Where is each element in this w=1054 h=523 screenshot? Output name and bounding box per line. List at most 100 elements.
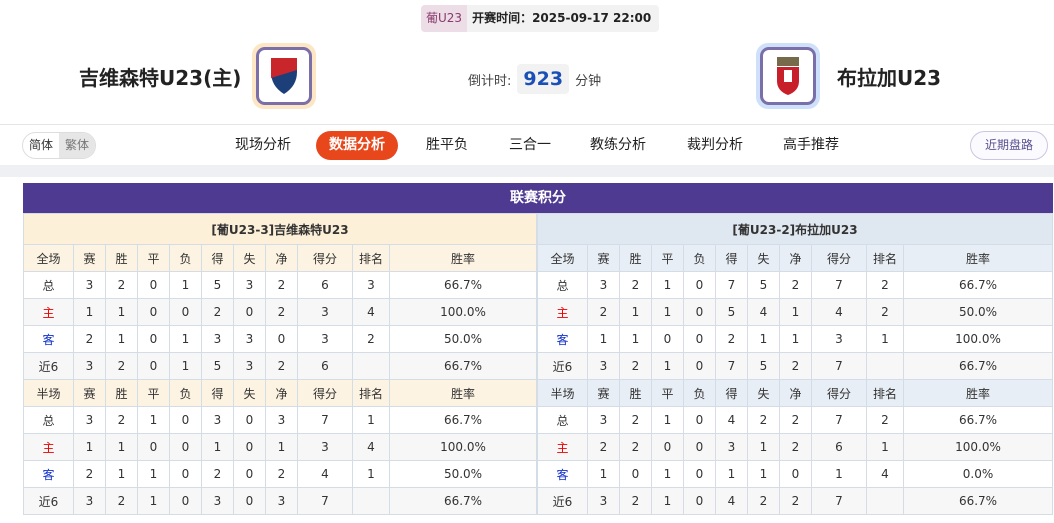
stat-cell: 1 xyxy=(866,433,904,461)
stat-cell: 1 xyxy=(265,433,298,461)
stat-cell: 0 xyxy=(683,460,716,488)
recent-odds-button[interactable]: 近期盘路 xyxy=(970,131,1049,160)
stat-cell: 0 xyxy=(169,433,202,461)
stat-cell: 1 xyxy=(651,298,684,326)
stat-cell: 6 xyxy=(297,271,353,299)
stat-cell: 3 xyxy=(265,487,298,515)
stat-cell: 4 xyxy=(297,460,353,488)
stat-cell: 1 xyxy=(866,325,904,353)
tab-three-in-one[interactable]: 三合一 xyxy=(509,137,551,153)
stat-cell: 0 xyxy=(137,352,170,380)
table-row: 总 3 2 0 1 5 3 2 6 3 66.7% xyxy=(23,271,537,299)
stat-cell: 7 xyxy=(715,271,748,299)
stat-cell: 4 xyxy=(352,298,390,326)
stat-cell: 0 xyxy=(169,298,202,326)
lang-simplified[interactable]: 简体 xyxy=(29,138,54,152)
column-header: 胜率 xyxy=(903,379,1053,407)
stat-cell: 0 xyxy=(683,487,716,515)
row-label: 总 xyxy=(537,406,588,434)
column-header: 失 xyxy=(747,379,780,407)
language-toggle[interactable]: 简体 繁体 xyxy=(22,132,97,159)
tab-expert-picks[interactable]: 高手推荐 xyxy=(783,137,839,153)
row-label: 主 xyxy=(537,433,588,461)
stat-cell: 2 xyxy=(619,487,652,515)
shield-icon xyxy=(271,58,297,94)
tab-referee-analysis[interactable]: 裁判分析 xyxy=(687,137,743,153)
stat-cell: 3 xyxy=(587,406,620,434)
stat-cell: 1 xyxy=(587,460,620,488)
stat-cell: 7 xyxy=(811,352,867,380)
stat-cell: 3 xyxy=(297,298,353,326)
match-info-bar: 葡U23 开赛时间：2025-09-17 22:00 xyxy=(421,5,660,32)
column-header: 净 xyxy=(265,244,298,272)
row-label: 客 xyxy=(537,325,588,353)
stat-cell: 1 xyxy=(73,433,106,461)
stat-cell: 2 xyxy=(779,433,812,461)
tab-data-analysis[interactable]: 数据分析 xyxy=(316,131,398,160)
stat-cell xyxy=(352,352,390,380)
stat-cell: 66.7% xyxy=(389,271,537,299)
stat-cell: 2 xyxy=(105,406,138,434)
stat-cell: 3 xyxy=(201,406,234,434)
stat-cell: 0 xyxy=(233,433,266,461)
row-label: 客 xyxy=(537,460,588,488)
stat-cell: 1 xyxy=(169,325,202,353)
away-team-logo[interactable] xyxy=(756,43,820,109)
header-row: 全场赛胜平负得失净得分 排名 胜率 xyxy=(537,244,1053,272)
stat-cell: 7 xyxy=(715,352,748,380)
stat-cell: 1 xyxy=(651,352,684,380)
stat-cell: 1 xyxy=(169,352,202,380)
row-label: 主 xyxy=(23,298,74,326)
stat-cell: 5 xyxy=(747,271,780,299)
stat-cell: 0 xyxy=(233,460,266,488)
stat-cell: 5 xyxy=(747,352,780,380)
row-label: 客 xyxy=(23,325,74,353)
tab-live-analysis[interactable]: 现场分析 xyxy=(235,137,291,153)
header-row: 半场赛胜平负得失净得分 排名 胜率 xyxy=(23,379,537,407)
stat-cell: 2 xyxy=(747,406,780,434)
stat-cell: 66.7% xyxy=(903,352,1053,380)
stat-cell: 0 xyxy=(619,460,652,488)
column-header: 半场 xyxy=(537,379,588,407)
column-header: 失 xyxy=(747,244,780,272)
stat-cell: 0 xyxy=(683,271,716,299)
table-row: 主 1 1 0 0 2 0 2 3 4 100.0% xyxy=(23,298,537,326)
stat-cell: 1 xyxy=(587,325,620,353)
stat-cell: 3 xyxy=(73,406,106,434)
column-header: 胜 xyxy=(619,379,652,407)
tab-coach-analysis[interactable]: 教练分析 xyxy=(590,137,646,153)
stat-cell: 0 xyxy=(683,325,716,353)
stat-cell: 7 xyxy=(811,406,867,434)
stat-cell: 7 xyxy=(297,406,353,434)
away-team-name[interactable]: 布拉加U23 xyxy=(837,66,942,90)
countdown: 倒计时: 923 分钟 xyxy=(468,64,601,94)
home-team-name[interactable]: 吉维森特U23(主) xyxy=(79,66,242,90)
stat-cell: 0 xyxy=(137,298,170,326)
league-badge[interactable]: 葡U23 xyxy=(421,5,468,32)
stat-cell: 2 xyxy=(587,298,620,326)
stat-cell: 3 xyxy=(265,406,298,434)
column-header: 半场 xyxy=(23,379,74,407)
stat-cell: 1 xyxy=(779,298,812,326)
table-row: 客 1 0 1 0 1 1 0 1 4 0.0% xyxy=(537,460,1053,488)
header-row: 全场赛胜平负得失净得分 排名 胜率 xyxy=(23,244,537,272)
stat-cell: 0 xyxy=(779,460,812,488)
stat-cell: 0 xyxy=(169,487,202,515)
stat-cell: 1 xyxy=(619,325,652,353)
lang-traditional[interactable]: 繁体 xyxy=(59,133,96,158)
tab-win-draw-lose[interactable]: 胜平负 xyxy=(426,137,468,153)
stat-cell: 3 xyxy=(587,271,620,299)
stat-cell: 2 xyxy=(265,352,298,380)
row-label: 近6 xyxy=(537,487,588,515)
stat-cell: 1 xyxy=(169,271,202,299)
home-team-logo[interactable] xyxy=(252,43,316,109)
stat-cell: 50.0% xyxy=(389,325,537,353)
column-header: 排名 xyxy=(352,379,390,407)
stat-cell: 1 xyxy=(811,460,867,488)
stat-cell: 1 xyxy=(747,325,780,353)
stat-cell: 2 xyxy=(352,325,390,353)
separator xyxy=(0,165,1054,177)
column-header: 赛 xyxy=(587,244,620,272)
column-header: 得 xyxy=(715,379,748,407)
stat-cell: 1 xyxy=(619,298,652,326)
